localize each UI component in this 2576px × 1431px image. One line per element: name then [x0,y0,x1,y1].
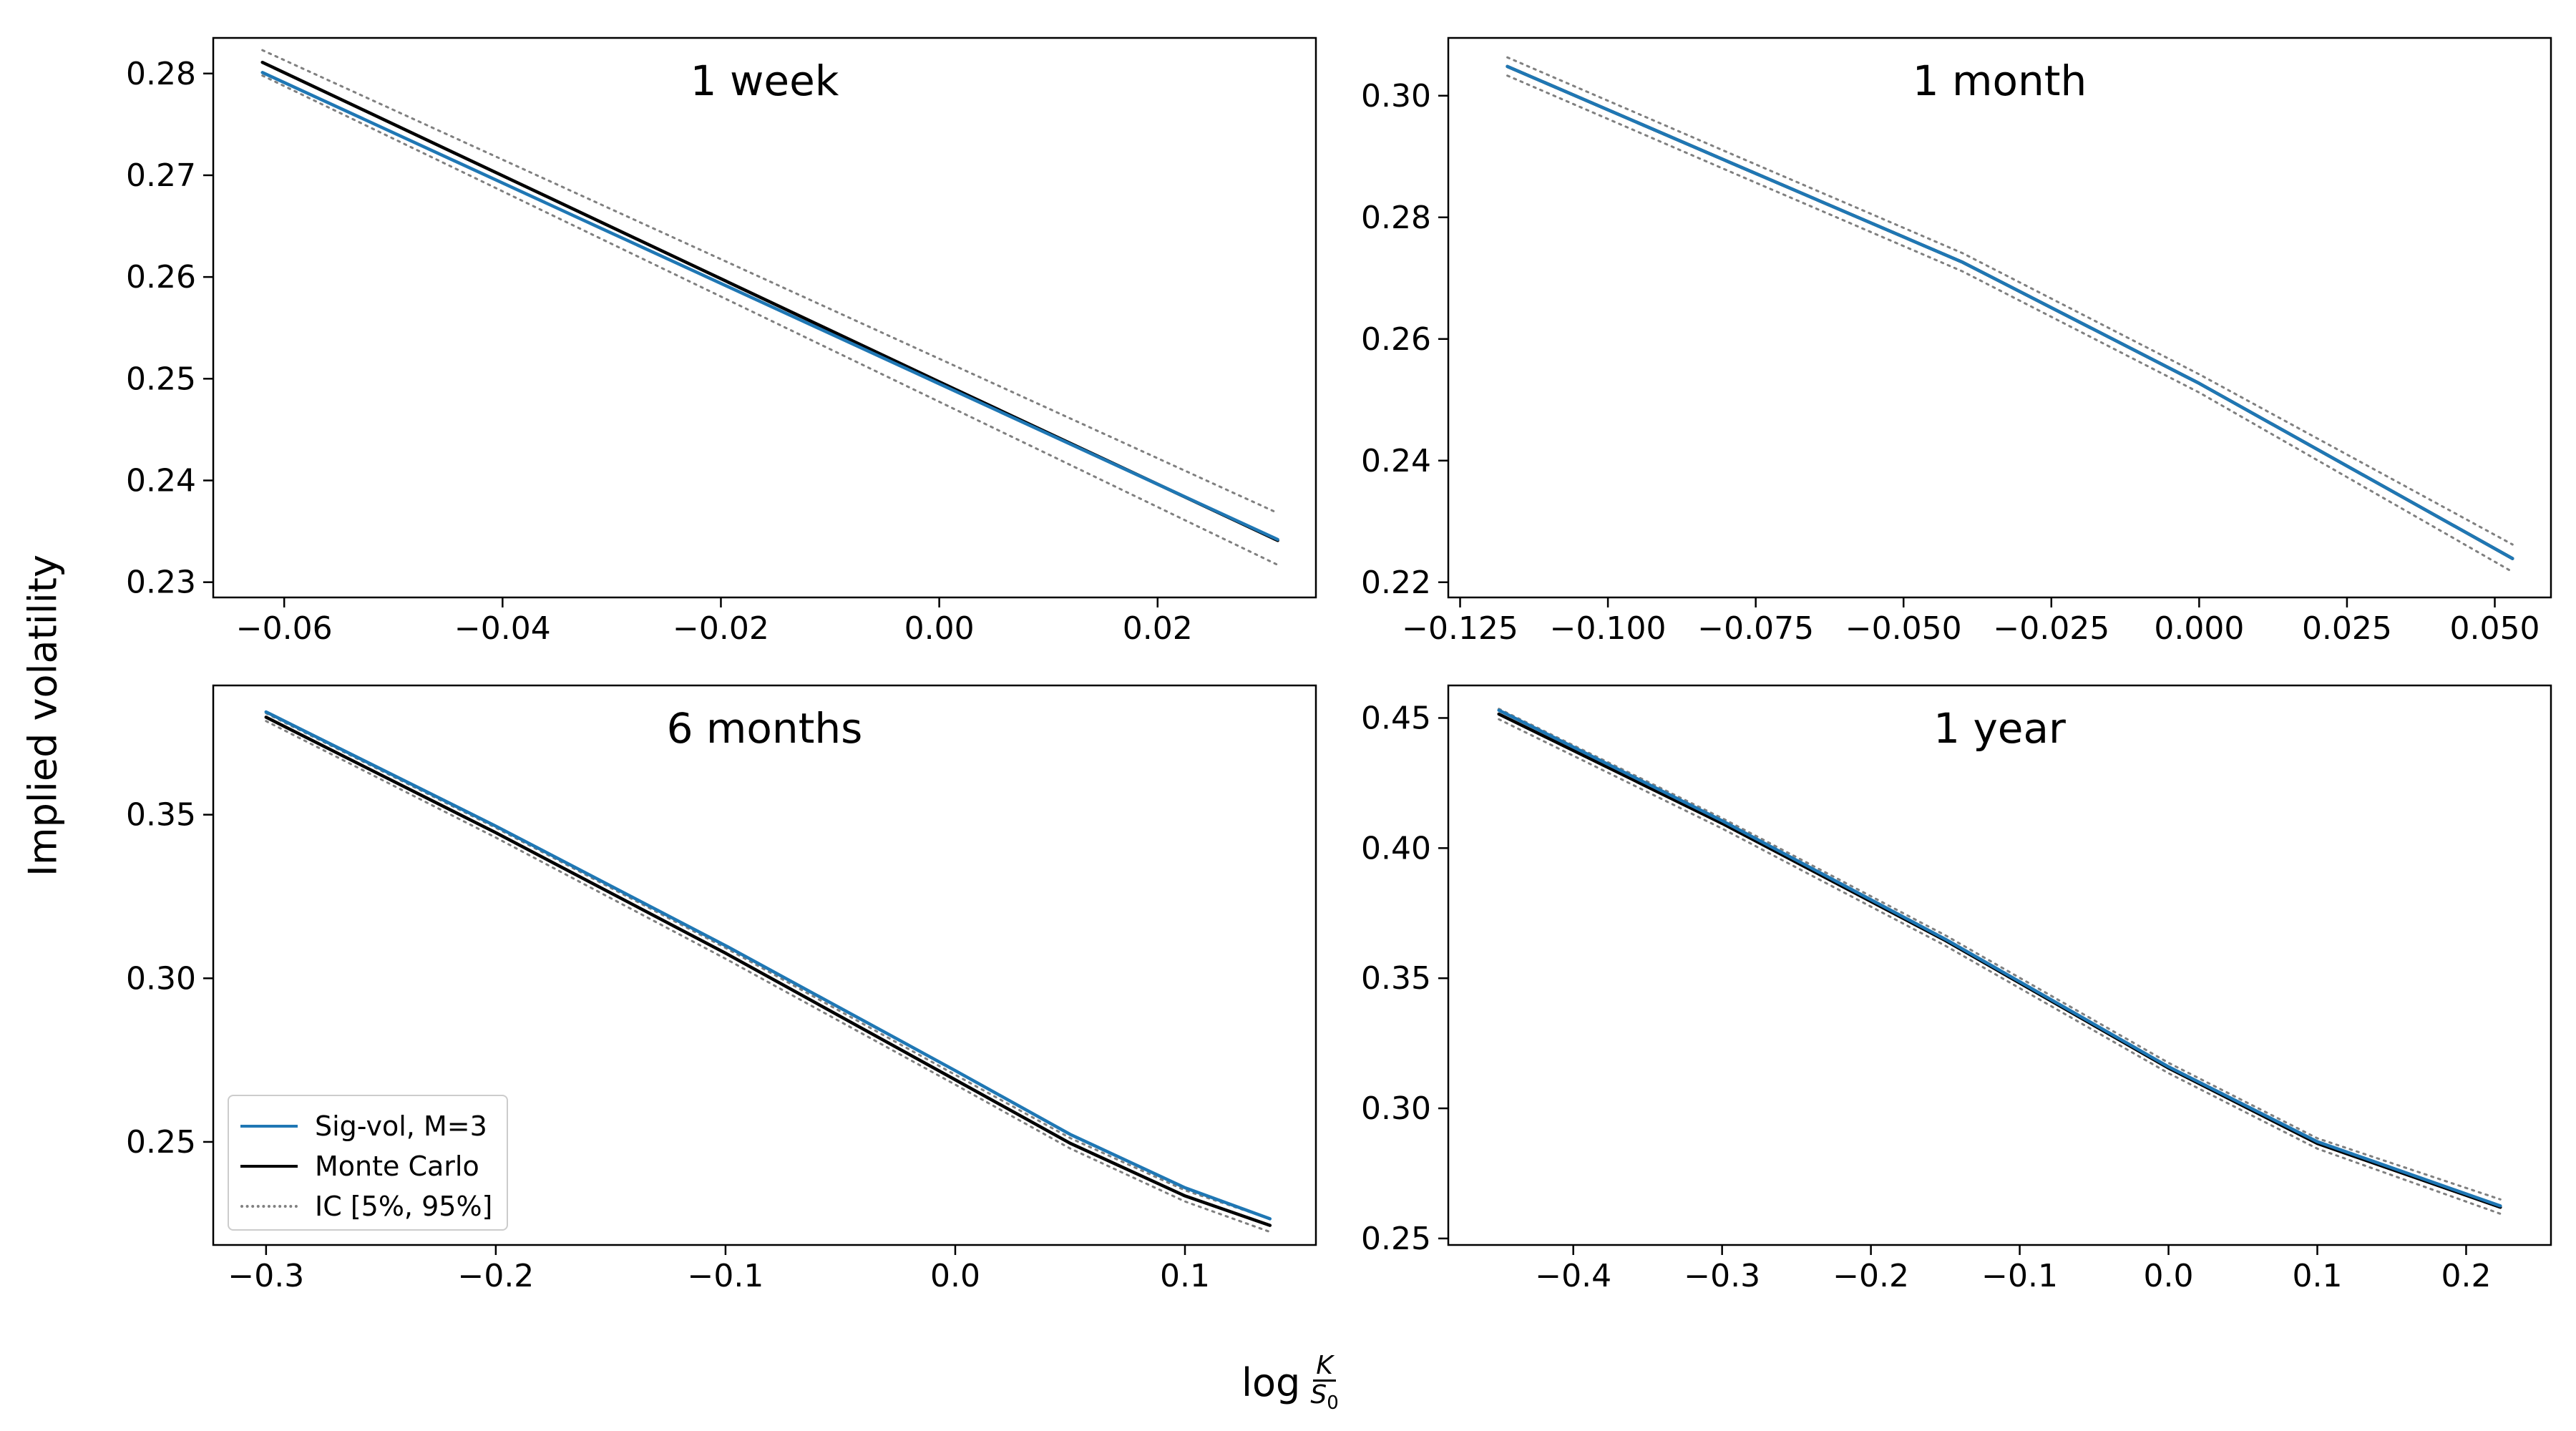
y-tick-label-week: 0.25 [126,361,196,397]
series-ic-upper-week [261,49,1279,514]
x-axis-label-denominator: S0 [1310,1379,1339,1414]
y-tick-label-week: 0.24 [126,462,196,499]
y-tick-label-month: 0.26 [1361,321,1431,358]
y-axis-label: Implied volatility [20,555,66,876]
series-ic-upper-month [1506,56,2514,546]
x-tick-label-month: 0.025 [2302,610,2392,647]
x-axis-label-numerator: K [1313,1352,1336,1382]
y-tick-label-week: 0.27 [126,157,196,194]
y-tick-label-month: 0.22 [1361,565,1431,601]
chart-panel-week: −0.06 −0.04 −0.02 0.00 0.02 0.23 0.24 0.25 0.26 0… [126,36,1317,647]
x-axis-label-den-symbol: S [1310,1379,1327,1410]
y-tick-label-year: 0.45 [1361,700,1431,736]
legend-label-montecarlo: Monte Carlo [315,1151,479,1182]
x-tick-label-year: −0.4 [1535,1258,1611,1294]
x-tick-label-year: 0.2 [2441,1258,2491,1294]
chart-title-sixmonths: 6 months [667,704,863,753]
x-tick-label-month: −0.075 [1697,610,1814,647]
x-axis-label: log K S0 [1241,1352,1339,1413]
x-tick-label-sixmonths: −0.1 [688,1258,764,1294]
y-tick-label-sixmonths: 0.35 [126,797,196,834]
y-tick-label-year: 0.40 [1361,830,1431,866]
series-ic-lower-sixmonths [265,720,1272,1234]
x-tick-label-week: −0.06 [236,610,333,647]
x-tick-label-month: 0.000 [2154,610,2244,647]
legend-item-ic: IC [5%, 95%] [240,1186,495,1226]
legend-swatch-sigvol [240,1125,298,1128]
series-sigvol-year [1497,708,2502,1208]
y-tick-label-month: 0.28 [1361,200,1431,236]
series-sigvol-week [260,71,1279,542]
x-tick-label-sixmonths: −0.3 [228,1258,304,1294]
series-sigvol-month [1506,64,2514,560]
chart-panel-year: −0.4 −0.3 −0.2 −0.1 0.0 0.1 0.2 0.25 0.30 0.35 0.4… [1361,684,2552,1294]
legend-item-montecarlo: Monte Carlo [240,1146,495,1186]
y-tick-label-year: 0.30 [1361,1090,1431,1127]
x-tick-label-week: 0.02 [1123,610,1193,647]
series-ic-lower-month [1506,74,2514,573]
series-ic-upper-year [1498,708,2502,1201]
x-tick-label-year: −0.3 [1684,1258,1760,1294]
x-tick-label-week: −0.02 [673,610,769,647]
plot-frame-sixmonths [212,684,1317,1246]
chart-title-month: 1 month [1913,57,2087,105]
plot-frame-year [1447,684,2552,1246]
y-tick-label-year: 0.35 [1361,960,1431,997]
x-tick-label-year: −0.1 [1981,1258,2058,1294]
series-monte-carlo-year [1497,712,2502,1209]
y-tick-label-year: 0.25 [1361,1221,1431,1257]
x-tick-label-month: 0.050 [2450,610,2540,647]
x-tick-label-year: 0.0 [2144,1258,2194,1294]
series-ic-lower-week [261,74,1279,566]
chart-title-week: 1 week [691,57,839,105]
legend-label-ic: IC [5%, 95%] [315,1191,493,1222]
series-ic-lower-year [1498,718,2502,1215]
x-tick-label-sixmonths: 0.0 [930,1258,980,1294]
x-tick-label-week: −0.04 [454,610,551,647]
legend-swatch-ic [240,1205,298,1208]
x-axis-label-den-subscript: 0 [1327,1392,1339,1414]
x-tick-label-month: −0.100 [1550,610,1667,647]
series-sigvol-sixmonths [264,710,1272,1221]
y-tick-label-month: 0.30 [1361,78,1431,114]
y-tick-label-sixmonths: 0.25 [126,1124,196,1161]
y-tick-label-week: 0.26 [126,259,196,296]
x-axis-label-log: log [1241,1360,1301,1406]
chart-panel-sixmonths: −0.3 −0.2 −0.1 0.0 0.1 0.25 0.30 0.35 6 months [126,684,1317,1294]
y-tick-label-week: 0.23 [126,565,196,601]
plot-frame-week [212,36,1317,599]
x-tick-label-month: −0.125 [1402,610,1518,647]
y-tick-label-sixmonths: 0.30 [126,960,196,997]
x-tick-label-month: −0.025 [1993,610,2109,647]
x-tick-label-year: 0.1 [2293,1258,2343,1294]
legend-item-sigvol: Sig-vol, M=3 [240,1106,495,1146]
chart-title-year: 1 year [1933,704,2066,753]
x-tick-label-month: −0.050 [1845,610,1962,647]
legend: Sig-vol, M=3 Monte Carlo IC [5%, 95%] [228,1095,508,1231]
series-monte-carlo-sixmonths [264,716,1272,1227]
legend-label-sigvol: Sig-vol, M=3 [315,1110,487,1142]
legend-swatch-montecarlo [240,1165,298,1168]
plot-frame-month [1447,36,2552,599]
y-tick-label-week: 0.28 [126,56,196,92]
x-axis-label-fraction: K S0 [1310,1352,1338,1413]
y-tick-label-month: 0.24 [1361,443,1431,479]
chart-panel-month: −0.125 −0.100 −0.075 −0.050 −0.025 0.000 0.025… [1361,36,2552,647]
x-tick-label-week: 0.00 [904,610,975,647]
x-tick-label-year: −0.2 [1833,1258,1909,1294]
x-tick-label-sixmonths: −0.2 [457,1258,534,1294]
x-tick-label-sixmonths: 0.1 [1160,1258,1210,1294]
